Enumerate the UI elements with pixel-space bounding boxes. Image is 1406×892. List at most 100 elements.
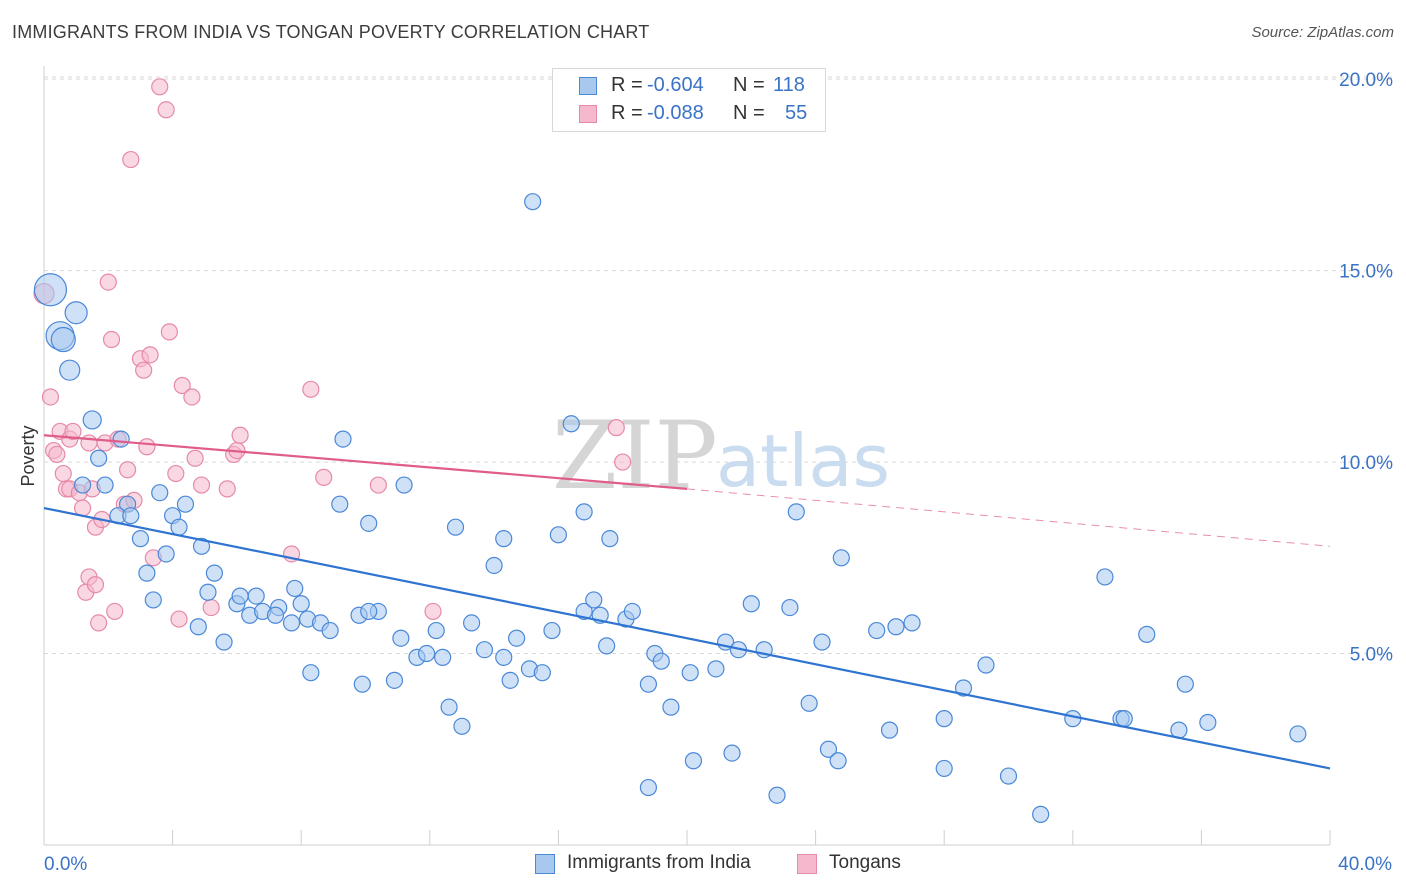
india-point — [286, 579, 304, 598]
india-point — [446, 518, 465, 536]
tongan-point — [86, 576, 105, 594]
india-point — [935, 710, 953, 728]
india-point — [829, 752, 847, 770]
india-point — [453, 717, 471, 735]
tongan-swatch — [579, 105, 597, 123]
india-point — [247, 587, 265, 605]
india-point — [385, 671, 404, 689]
india-point — [533, 664, 551, 682]
india-point — [138, 564, 156, 582]
india-r-label: R = — [611, 74, 643, 96]
india-point — [1138, 625, 1156, 643]
india-point — [192, 537, 211, 555]
india-point — [508, 629, 526, 647]
india-point — [977, 656, 995, 674]
india-point — [231, 587, 249, 605]
tongan-n-label: N = — [733, 102, 765, 124]
tongan-point — [218, 480, 236, 498]
india-point — [59, 359, 81, 381]
india-points-layer — [33, 193, 1307, 823]
india-point — [681, 664, 699, 682]
india-point — [33, 273, 68, 307]
tongan-point — [202, 598, 220, 617]
india-point — [176, 495, 195, 513]
india-point — [485, 556, 503, 575]
india-point — [543, 621, 561, 640]
india-point — [157, 545, 175, 563]
india-point — [639, 778, 658, 797]
india-point — [131, 530, 150, 548]
bottom-india-swatch — [535, 854, 555, 874]
india-point — [282, 614, 301, 632]
india-point — [868, 621, 886, 640]
y-tick-label: 15.0% — [1339, 262, 1393, 283]
india-point — [90, 449, 108, 467]
india-point — [585, 591, 603, 609]
india-trend-line — [43, 506, 1331, 770]
india-r-value: -0.604 — [647, 74, 704, 96]
india-point — [360, 514, 378, 532]
india-point — [819, 740, 838, 758]
india-point — [266, 606, 285, 624]
chart-source: Source: ZipAtlas.com — [1251, 24, 1394, 41]
tongan-point — [54, 464, 72, 483]
india-point — [524, 193, 542, 211]
tongan-point — [141, 346, 159, 364]
india-point — [205, 564, 223, 582]
india-point — [623, 602, 641, 621]
india-point — [742, 595, 760, 613]
india-point — [575, 503, 593, 521]
india-point — [122, 507, 140, 525]
india-point — [1176, 675, 1194, 693]
tongan-point — [90, 614, 108, 632]
tongan-point — [138, 438, 156, 456]
trend-lines — [43, 434, 1331, 770]
india-point — [662, 698, 680, 716]
india-point — [96, 476, 114, 494]
india-point — [417, 644, 436, 663]
india-point — [112, 430, 130, 448]
india-point — [215, 633, 233, 651]
tongan-point — [167, 464, 185, 483]
tongan-point — [122, 150, 140, 169]
tongan-trend-line — [43, 434, 688, 490]
tongan-r-value: -0.088 — [647, 102, 704, 124]
tongan-point — [614, 453, 632, 471]
watermark-zip: ZIP — [552, 402, 718, 511]
tongan-point — [106, 602, 124, 621]
india-point — [684, 752, 703, 770]
india-point — [73, 476, 92, 494]
india-point — [723, 744, 741, 762]
india-point — [601, 530, 619, 548]
india-point — [598, 637, 616, 655]
india-n-value: 118 — [773, 74, 805, 96]
grid-lines — [44, 76, 1392, 655]
tongan-point — [315, 468, 333, 486]
india-point — [1032, 805, 1050, 823]
india-point — [321, 621, 339, 640]
india-point — [82, 410, 102, 430]
y-tick-label: 20.0% — [1339, 70, 1393, 91]
watermark: ZIP atlas — [552, 402, 890, 511]
india-point — [1096, 568, 1114, 586]
tongan-point — [186, 449, 204, 467]
tongan-point — [135, 361, 153, 379]
india-point — [144, 591, 162, 609]
y-tick-label: 10.0% — [1339, 453, 1393, 474]
tongan-point — [80, 434, 98, 452]
tongan-point — [102, 330, 121, 349]
tongan-point — [151, 78, 169, 96]
india-point — [999, 767, 1018, 785]
india-point — [334, 430, 352, 448]
india-point — [935, 759, 953, 778]
india-point — [787, 503, 805, 521]
tongan-point — [369, 476, 387, 494]
india-n-label: N = — [733, 74, 765, 96]
india-point — [501, 671, 519, 689]
india-point — [495, 648, 513, 666]
india-point — [292, 595, 310, 613]
tongan-point — [302, 380, 320, 398]
x-tick-label: 40.0% — [1338, 854, 1392, 875]
correlation-legend: R = -0.604 N = 118 R = -0.088 N = 55 — [552, 68, 826, 132]
